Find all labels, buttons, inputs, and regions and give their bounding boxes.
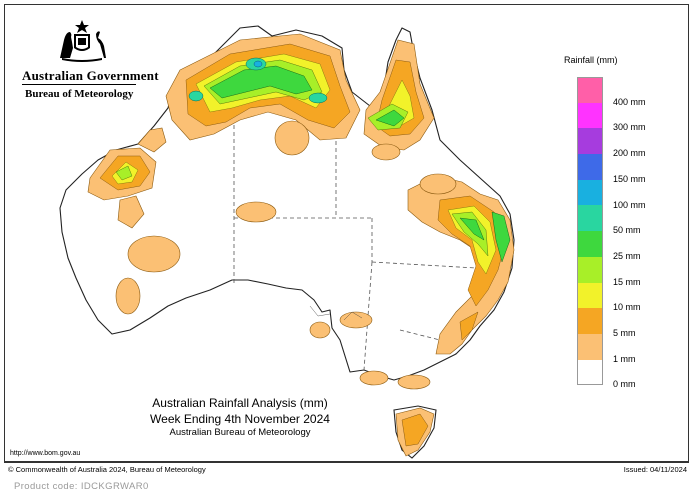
legend-label: 25 mm bbox=[613, 250, 641, 261]
rain-50mm bbox=[188, 57, 328, 104]
legend-label: 50 mm bbox=[613, 225, 641, 236]
legend-swatch bbox=[577, 179, 603, 206]
map-source: Australian Bureau of Meteorology bbox=[169, 427, 311, 438]
legend-swatch bbox=[577, 333, 603, 360]
website-url[interactable]: http://www.bom.gov.au bbox=[10, 450, 81, 457]
legend-swatch bbox=[577, 102, 603, 129]
copyright-text: © Commonwealth of Australia 2024, Bureau… bbox=[8, 465, 206, 474]
legend-swatch bbox=[577, 231, 603, 257]
product-code: Product code: IDCKGRWAR0 bbox=[14, 481, 149, 492]
legend-label: 10 mm bbox=[613, 302, 641, 313]
legend-swatch bbox=[577, 128, 603, 155]
legend-swatch bbox=[577, 282, 603, 309]
legend-swatch bbox=[577, 205, 603, 232]
legend-label: 0 mm bbox=[613, 379, 636, 390]
legend-swatch bbox=[577, 359, 603, 386]
map-title: Australian Rainfall Analysis (mm) bbox=[152, 396, 328, 410]
legend-swatch bbox=[577, 308, 603, 334]
legend-label: 200 mm bbox=[613, 148, 646, 159]
legend-label: 300 mm bbox=[613, 122, 646, 133]
government-name: Australian Government bbox=[22, 68, 159, 83]
legend-swatch bbox=[577, 154, 603, 180]
map-detail-lines bbox=[309, 305, 363, 321]
agency-name: Bureau of Meteorology bbox=[25, 88, 134, 100]
legend-label: 100 mm bbox=[613, 199, 646, 210]
footer-divider bbox=[4, 462, 689, 463]
legend-label: 150 mm bbox=[613, 173, 646, 184]
legend-title: Rainfall (mm) bbox=[564, 55, 618, 65]
coat-of-arms-logo bbox=[22, 18, 142, 62]
legend-label: 15 mm bbox=[613, 276, 641, 287]
rain-100mm bbox=[253, 60, 263, 68]
rain-25mm bbox=[209, 65, 511, 263]
header-divider bbox=[22, 84, 136, 85]
legend-swatches bbox=[577, 77, 603, 386]
legend-label: 1 mm bbox=[613, 353, 636, 364]
legend-label: 400 mm bbox=[613, 96, 646, 107]
issued-date: Issued: 04/11/2024 bbox=[623, 465, 687, 474]
legend-label: 5 mm bbox=[613, 328, 636, 338]
map-subtitle: Week Ending 4th November 2024 bbox=[150, 412, 330, 426]
legend-swatch bbox=[577, 77, 603, 103]
map-title-block: Australian Rainfall Analysis (mm) Week E… bbox=[120, 396, 360, 438]
legend-swatch bbox=[577, 256, 603, 283]
